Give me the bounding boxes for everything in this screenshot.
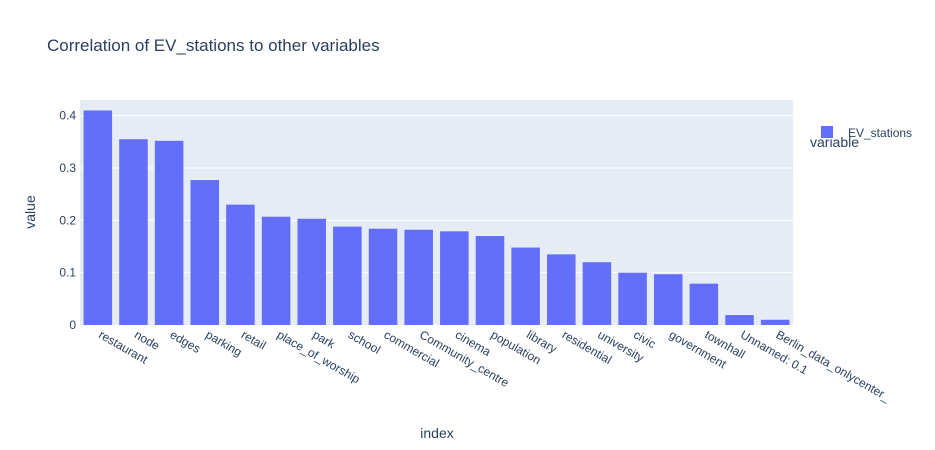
bar[interactable]	[582, 262, 612, 325]
bar[interactable]	[725, 315, 754, 325]
x-tick-label: parking	[203, 327, 244, 359]
bar[interactable]	[154, 140, 184, 325]
y-tick-labels: 0 0.1 0.2 0.3 0.4	[59, 109, 76, 332]
bar[interactable]	[760, 319, 790, 325]
y-tick-label: 0.4	[59, 109, 76, 123]
x-tick-label: edges	[168, 327, 203, 355]
bar[interactable]	[475, 236, 505, 325]
bar[interactable]	[190, 180, 220, 325]
plot-background	[80, 100, 793, 325]
y-tick-label: 0.3	[59, 161, 76, 175]
bar[interactable]	[689, 283, 719, 325]
bar[interactable]	[511, 247, 540, 325]
x-axis-title: index	[420, 425, 453, 441]
bar[interactable]	[261, 216, 291, 325]
bar[interactable]	[226, 204, 255, 325]
y-tick-label: 0.1	[59, 266, 76, 280]
bar[interactable]	[440, 231, 469, 325]
y-tick-label: 0.2	[59, 213, 76, 227]
legend-swatch	[821, 126, 833, 138]
bar[interactable]	[297, 218, 326, 325]
bar[interactable]	[653, 274, 683, 325]
legend-item-ev-stations[interactable]: EV_stations	[848, 126, 912, 140]
chart-title: Correlation of EV_stations to other vari…	[47, 36, 380, 55]
bar[interactable]	[404, 229, 433, 325]
y-tick-label: 0	[69, 318, 76, 332]
bar[interactable]	[333, 226, 362, 325]
bar[interactable]	[547, 254, 576, 325]
x-tick-label: school	[346, 327, 383, 356]
bar[interactable]	[83, 110, 113, 325]
bars	[83, 110, 790, 325]
bar[interactable]	[368, 228, 398, 325]
y-axis-title: value	[22, 195, 38, 229]
bar[interactable]	[119, 139, 148, 325]
bar[interactable]	[618, 272, 647, 325]
legend[interactable]: variable EV_stations	[810, 126, 912, 150]
